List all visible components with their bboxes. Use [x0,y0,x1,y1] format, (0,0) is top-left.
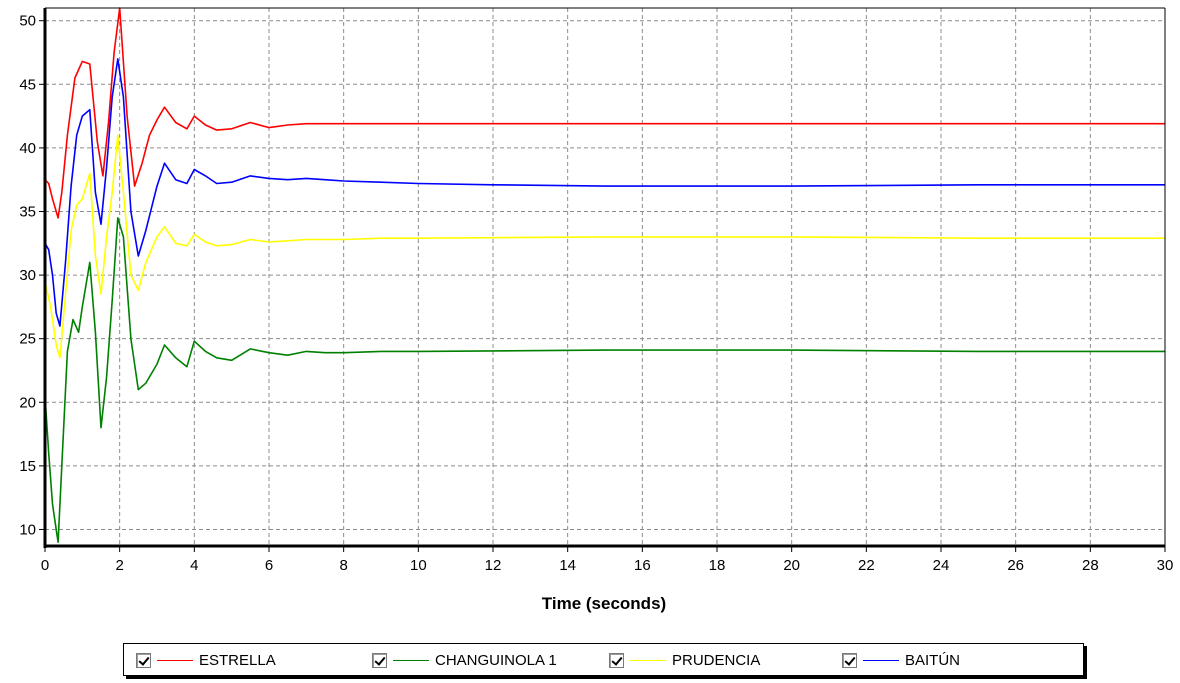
legend-item-prudencia[interactable]: PRUDENCIA [609,650,760,670]
x-tick-label: 4 [190,557,198,574]
x-tick-label: 24 [933,557,950,574]
x-tick-label: 18 [709,557,726,574]
series-line-changuinola-1 [44,217,1165,544]
x-tick-label: 16 [634,557,651,574]
x-tick-label: 20 [783,557,800,574]
x-tick-label: 28 [1082,557,1099,574]
y-tick-label: 30 [19,267,36,284]
series-line-prudencia [44,134,1165,359]
x-tick-label: 0 [41,557,49,574]
legend-label: CHANGUINOLA 1 [435,651,557,669]
legend: ESTRELLA CHANGUINOLA 1 PRUDENCIA BAITÚN [123,643,1084,676]
checkbox-checked-icon[interactable] [609,652,624,668]
x-tick-label: 10 [410,557,427,574]
x-tick-label: 22 [858,557,875,574]
series-line-estrella [44,7,1165,219]
y-tick-label: 20 [19,394,36,411]
tick-labels: 0 2 4 6 8 10 12 14 16 18 20 22 24 26 28 301015202530354… [19,13,1173,574]
grid [45,8,1166,546]
legend-swatch [863,659,899,661]
series-lines [44,7,1165,544]
y-tick-label: 10 [19,521,36,538]
legend-swatch [630,659,666,661]
y-tick-label: 45 [19,76,36,93]
plot-area [45,8,1165,546]
legend-item-changuinola-1[interactable]: CHANGUINOLA 1 [372,650,557,670]
legend-label: BAITÚN [905,651,961,669]
x-tick-label: 8 [339,557,347,574]
legend-swatch [393,659,429,661]
legend-label: ESTRELLA [199,651,276,669]
line-chart: 0 2 4 6 8 10 12 14 16 18 20 22 24 26 28 301015202530354… [19,7,1173,613]
axes [43,7,1166,548]
y-tick-label: 50 [19,13,36,30]
x-tick-label: 26 [1007,557,1024,574]
legend-item-estrella[interactable]: ESTRELLA [136,650,276,670]
y-tick-label: 15 [19,458,36,475]
x-tick-label: 14 [559,557,576,574]
checkbox-checked-icon[interactable] [372,652,387,668]
legend-item-baitun[interactable]: BAITÚN [842,650,960,670]
x-tick-label: 2 [115,557,123,574]
y-tick-label: 25 [19,331,36,348]
x-tick-label: 30 [1157,557,1174,574]
series-line-bait-n [44,58,1165,327]
y-tick-label: 35 [19,203,36,220]
x-axis-title: Time (seconds) [542,594,666,613]
legend-swatch [157,659,193,661]
y-tick-label: 40 [19,140,36,157]
legend-label: PRUDENCIA [672,651,761,669]
checkbox-checked-icon[interactable] [136,652,151,668]
checkbox-checked-icon[interactable] [842,652,857,668]
x-tick-label: 6 [265,557,273,574]
x-tick-label: 12 [485,557,502,574]
